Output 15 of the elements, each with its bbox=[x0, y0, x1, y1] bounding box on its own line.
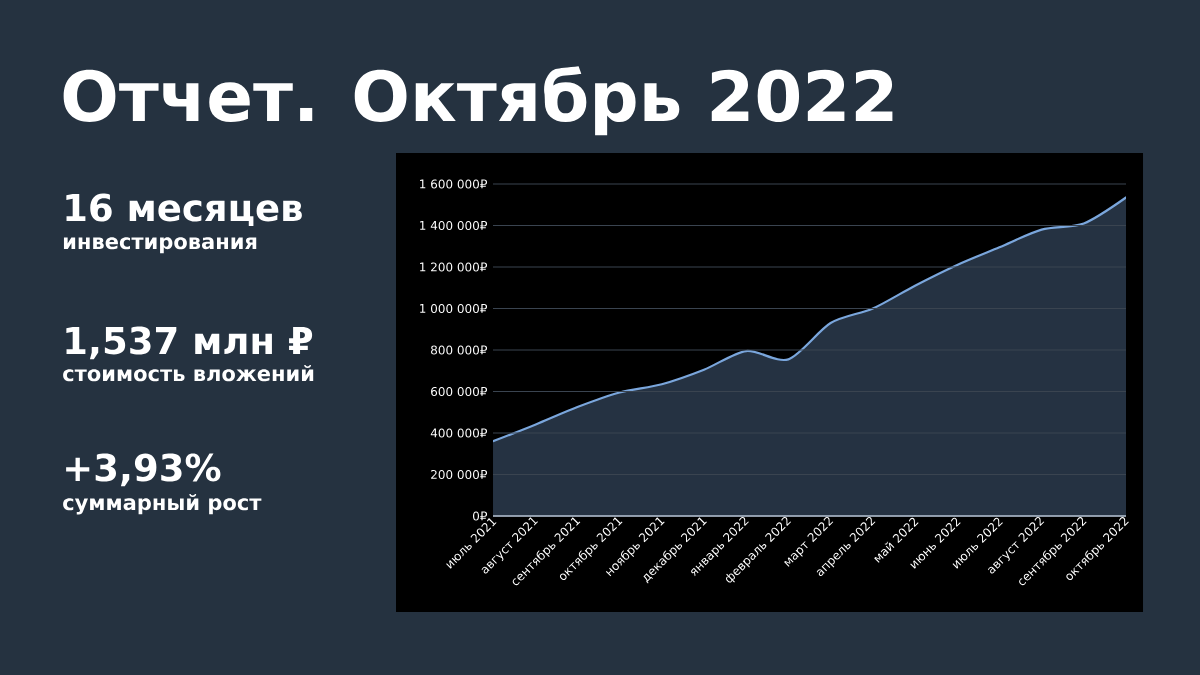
text: +3,93% bbox=[66, 453, 221, 487]
text: инвестирования bbox=[63, 237, 257, 254]
y-tick-label: 1 200 000₽ bbox=[420, 262, 488, 272]
y-tick-label: 1 400 000₽ bbox=[420, 220, 488, 231]
y-tick-label: 600 000₽ bbox=[431, 386, 488, 397]
chart-title: Отчет. Октябрь 2022 bbox=[63, 66, 893, 136]
y-tick-label: 1 000 000₽ bbox=[420, 303, 488, 314]
text: 1,537 млн ₽ bbox=[66, 326, 313, 360]
y-tick-label: 1 600 000₽ bbox=[420, 179, 488, 189]
text: суммарный рост bbox=[63, 493, 262, 515]
y-tick-label: 200 000₽ bbox=[431, 469, 488, 480]
text: 16 месяцев bbox=[66, 193, 302, 227]
text: стоимость вложений bbox=[63, 364, 314, 382]
y-tick-label: 400 000₽ bbox=[430, 428, 488, 438]
y-tick-label: 800 000₽ bbox=[431, 345, 488, 355]
